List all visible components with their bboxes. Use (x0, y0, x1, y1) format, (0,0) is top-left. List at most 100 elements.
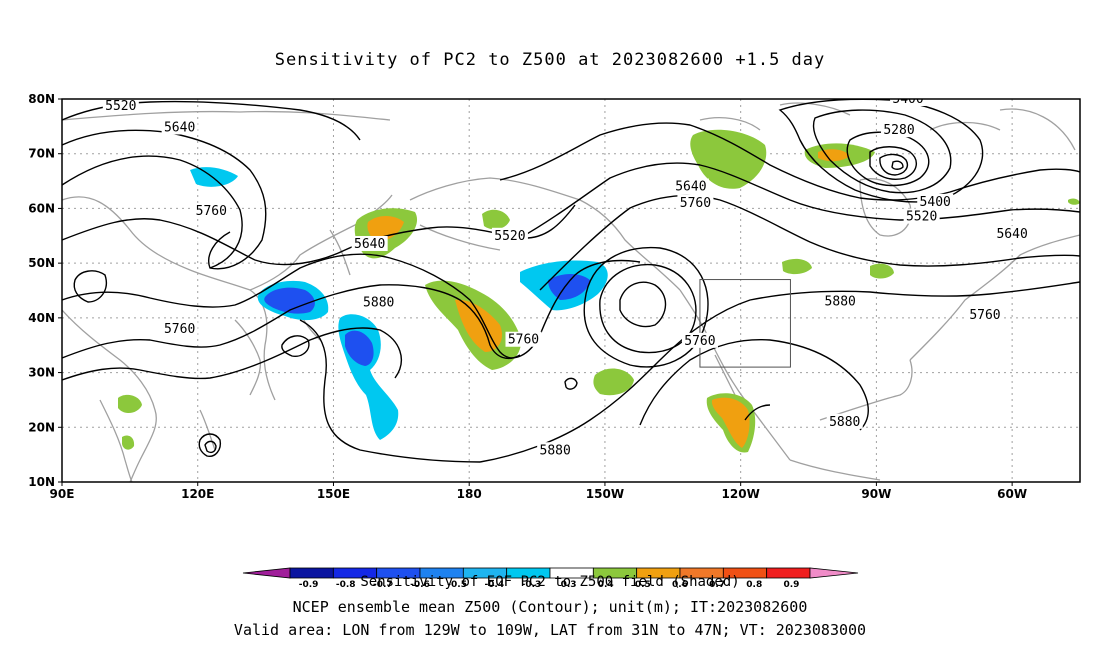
contour-label-bg (537, 442, 574, 458)
shade-negative-3-core (548, 274, 590, 300)
colorbar-tick-label: 0.6 (672, 580, 688, 590)
lon-label: 150W (586, 487, 624, 501)
contour-label-bg (102, 99, 139, 114)
contour-labels: 5520564057605640576058805520576056405760… (102, 92, 1031, 458)
colorbar: -0.9 -0.8 -0.7 -0.6 -0.5 -0.4 -0.3 0.3 0.4 0.5 0.6… (242, 567, 859, 590)
shade-positive-9 (870, 263, 894, 279)
contour-label-bg (822, 293, 859, 309)
contour-label: 5760 (164, 322, 195, 337)
footer-line-2: Valid area: LON from 129W to 109W, LAT f… (233, 621, 867, 639)
colorbar-tick-label: -0.6 (410, 580, 430, 590)
colorbar-tick-label: 0.3 (561, 580, 577, 590)
shade-positive-2-core (455, 299, 503, 352)
contour-label: 5880 (363, 296, 394, 311)
contour-label: 5640 (996, 227, 1027, 242)
contour-label: 5520 (906, 210, 937, 225)
contour-label: 5760 (196, 204, 227, 219)
shade-positive-3 (593, 368, 634, 396)
plot-frame (61, 98, 1081, 483)
contour-label: 5520 (105, 99, 136, 114)
shade-positive-1-core (367, 216, 404, 242)
contour-label-bg (360, 294, 397, 310)
sensitivity-shading (118, 129, 1080, 453)
shade-positive-10 (118, 394, 142, 414)
contour-label-bg (903, 208, 940, 224)
contour-label-bg (505, 331, 542, 347)
lat-label: 20N (28, 420, 55, 434)
contour-label: 5880 (829, 415, 860, 430)
colorbar-tick-label: -0.4 (484, 580, 504, 590)
contour-label: 5400 (892, 92, 923, 107)
colorbar-tick-label: -0.7 (373, 580, 393, 590)
lat-label: 60N (28, 201, 55, 215)
contour-label: 5400 (920, 195, 951, 210)
contour-label: 5520 (494, 229, 525, 244)
contour-label-bg (826, 413, 863, 429)
shade-positive-11 (122, 435, 135, 450)
lon-label: 90W (861, 487, 891, 501)
contour-label: 5640 (164, 120, 195, 135)
colorbar-tick-label: -0.3 (522, 580, 542, 590)
lon-label: 180 (457, 487, 482, 501)
lat-label: 30N (28, 366, 55, 380)
shade-positive-5 (690, 129, 767, 189)
contour-label-bg (677, 194, 714, 210)
shade-positive-4-core (711, 397, 750, 448)
longitude-labels: 90E 120E 150E 180 150W 120W 90W 60W (50, 482, 1027, 501)
lon-label: 60W (997, 487, 1027, 501)
shade-positive-7 (482, 209, 510, 230)
contour-label: 5880 (540, 443, 571, 458)
contour-label-bg (193, 203, 230, 219)
colorbar-tick-label: 0.7 (709, 580, 725, 590)
colorbar-tick-label: -0.9 (299, 580, 319, 590)
contour-label-bg (994, 226, 1031, 242)
map-title: Sensitivity of PC2 to Z500 at 2023082600… (274, 50, 826, 70)
lat-label: 70N (28, 147, 55, 161)
colorbar-tick-label: 0.8 (746, 580, 762, 590)
shade-negative-1-core (264, 287, 315, 314)
lat-label: 40N (28, 311, 55, 325)
shade-negative-2-core (345, 330, 374, 366)
shade-positive-8 (782, 258, 812, 275)
shade-negative-4 (190, 167, 238, 187)
colorbar-arrow-right (809, 567, 859, 579)
lon-label: 90E (50, 487, 75, 501)
contour-label: 5880 (825, 294, 856, 309)
colorbar-tick-label: 0.5 (635, 580, 651, 590)
contour-label-bg (917, 193, 954, 209)
footer-line-1: NCEP ensemble mean Z500 (Contour); unit(… (292, 598, 808, 616)
lon-label: 150E (317, 487, 350, 501)
contour-label-bg (881, 122, 918, 138)
contour-label-bg (161, 320, 198, 336)
lat-label: 50N (28, 256, 55, 270)
lat-label: 10N (28, 475, 55, 489)
shade-positive-6-core (818, 149, 850, 162)
contour-label: 5760 (969, 308, 1000, 323)
coastlines (62, 102, 1080, 482)
contour-label: 5640 (675, 180, 706, 195)
contour-label-bg (966, 307, 1003, 323)
valid-area-box (699, 279, 791, 368)
contour-label: 5640 (354, 237, 385, 252)
lon-label: 120E (181, 487, 214, 501)
contour-label-bg (672, 178, 709, 194)
contour-label: 5760 (680, 196, 711, 211)
lon-label: 120W (722, 487, 760, 501)
colorbar-tick-label: -0.5 (447, 580, 467, 590)
contour-label-bg (351, 235, 388, 251)
colorbar-tick-label: 0.9 (783, 580, 799, 590)
contour-label-bg (161, 119, 198, 135)
contour-label-bg (491, 227, 528, 243)
contour-label-bg (890, 99, 927, 106)
colorbar-tick-label: 0.4 (598, 580, 614, 590)
latitude-labels: 80N 70N 60N 50N 40N 30N 20N 10N (28, 92, 62, 489)
shade-positive-12 (1068, 198, 1080, 205)
contour-label: 5760 (508, 333, 539, 348)
contour-label-bg (681, 332, 718, 348)
lat-label: 80N (28, 92, 55, 106)
contour-label: 5760 (684, 334, 715, 349)
colorbar-title: Sensitivity of EOF PC2 to Z500 field (Sh… (360, 574, 740, 590)
colorbar-tick-label: -0.8 (336, 580, 356, 590)
contour-label: 5280 (883, 123, 914, 138)
